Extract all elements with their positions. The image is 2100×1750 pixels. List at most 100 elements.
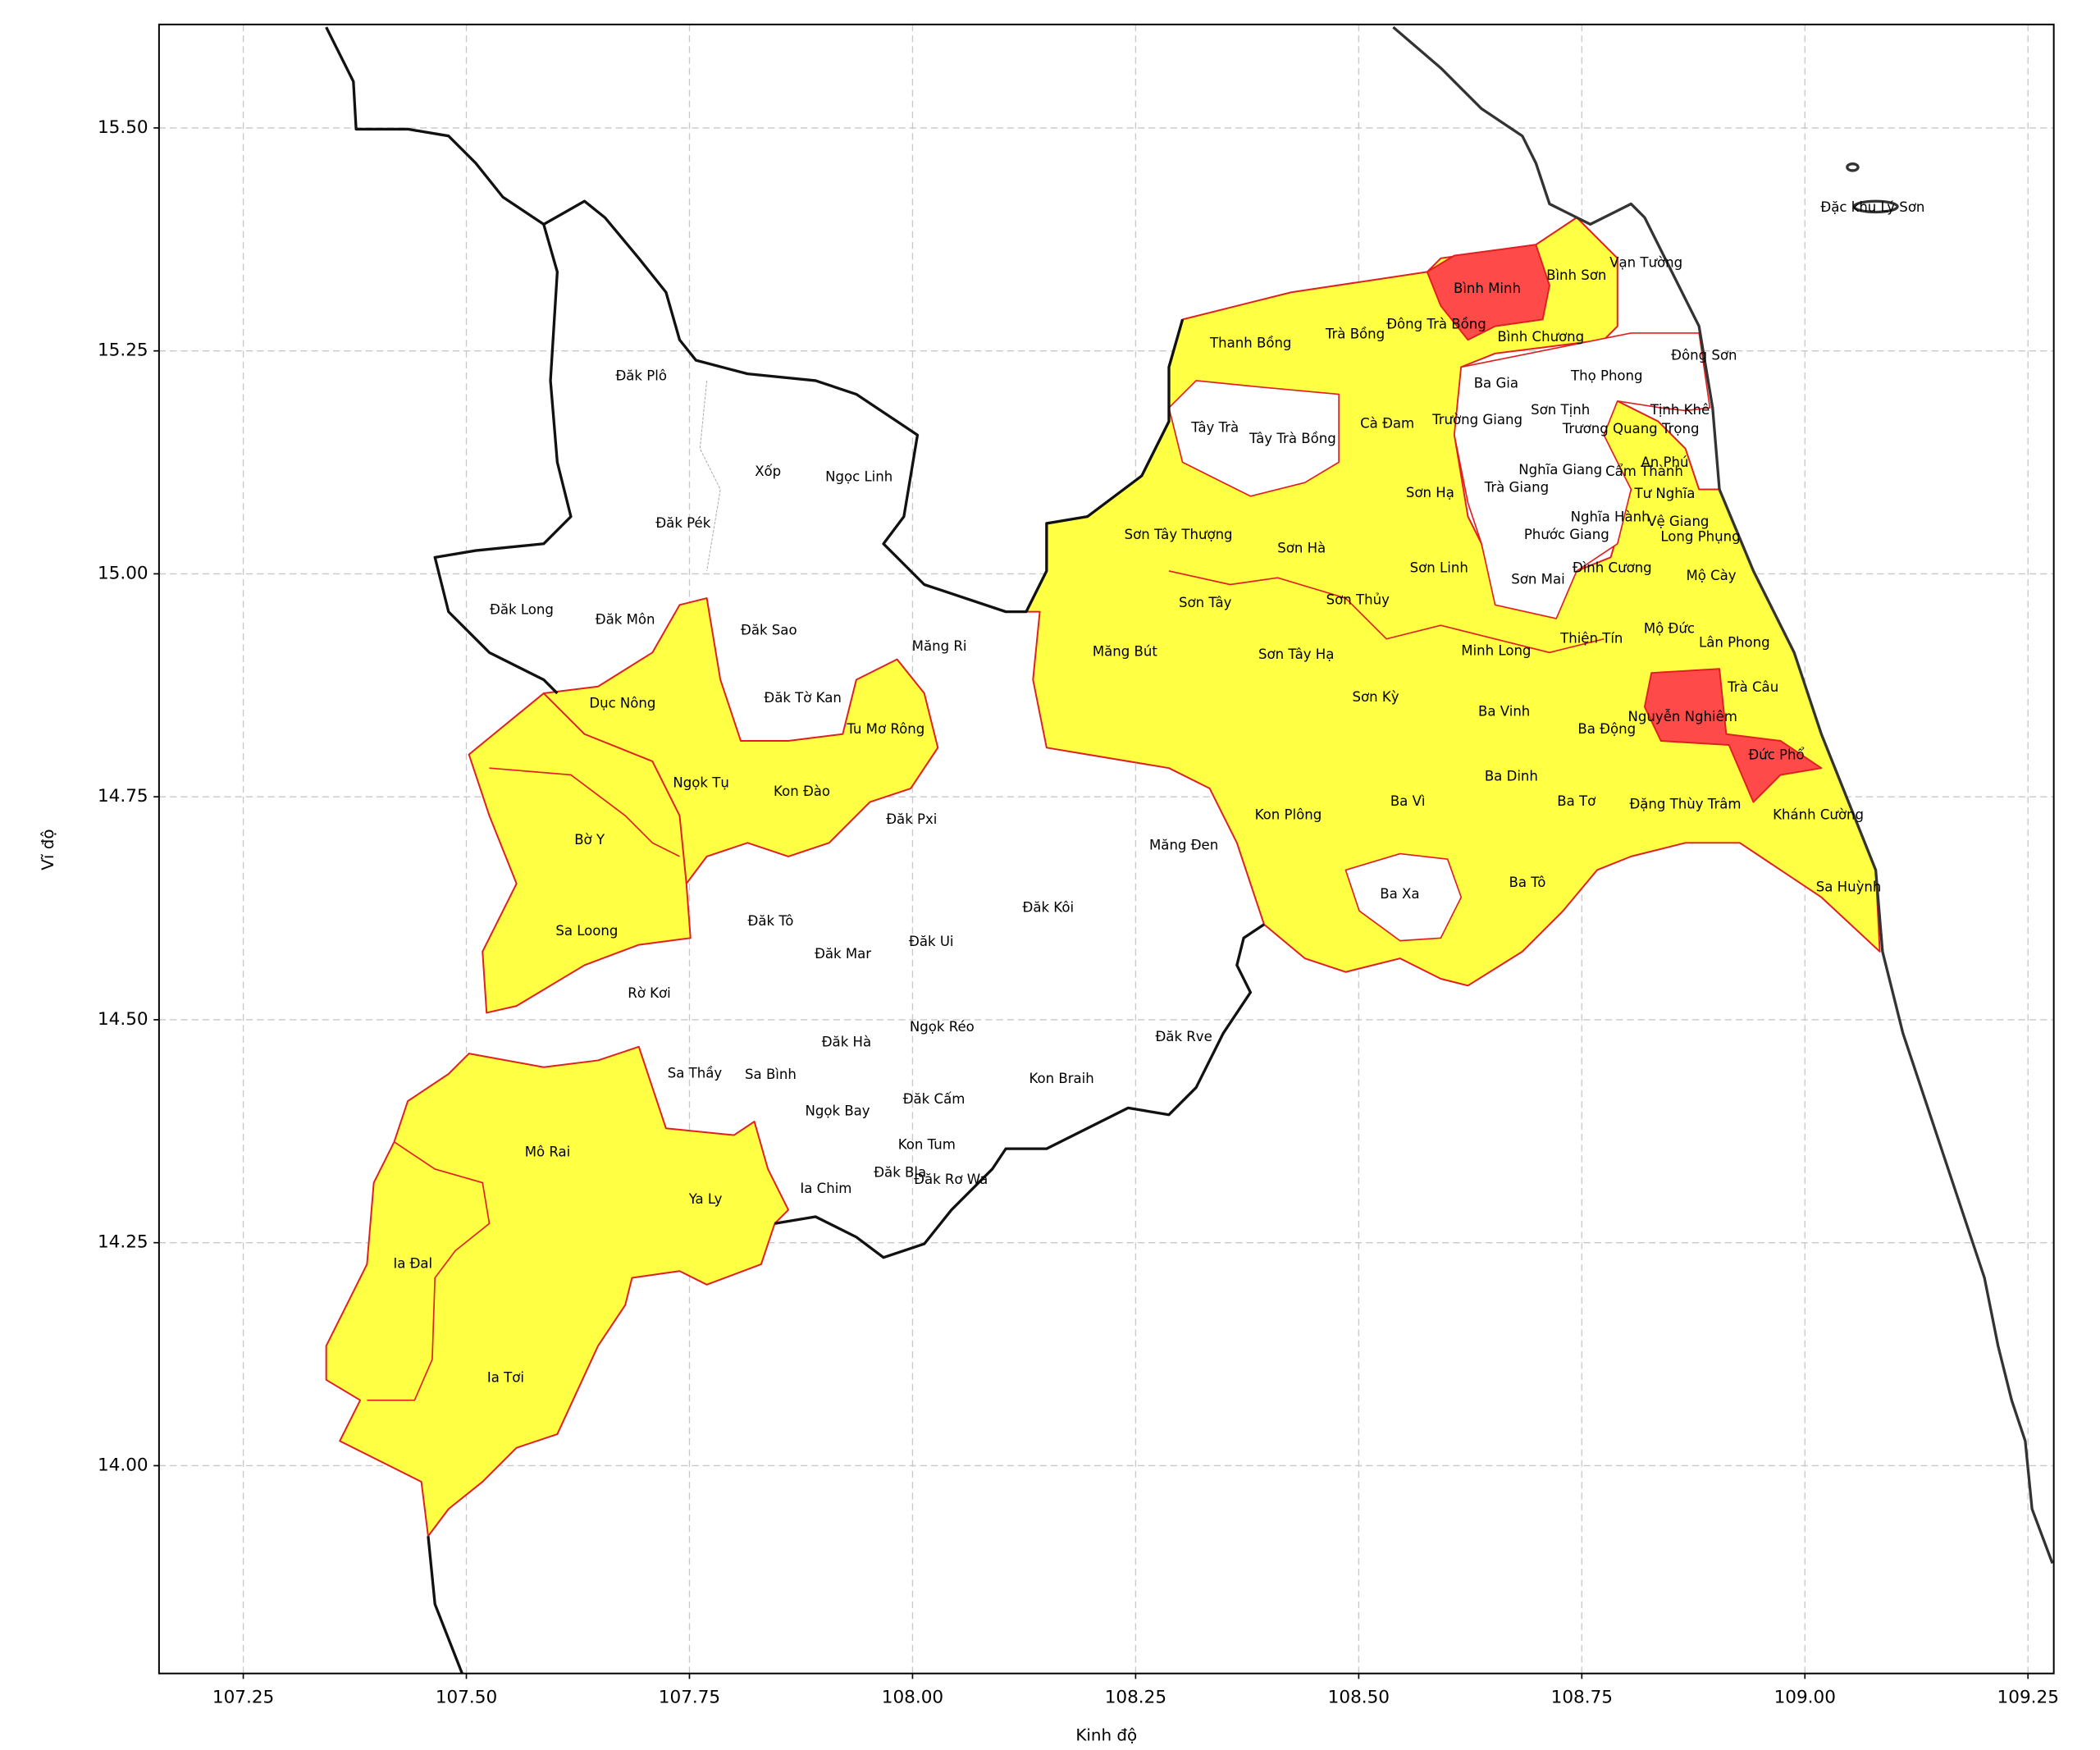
x-tick-label: 108.75 bbox=[1551, 1688, 1613, 1708]
place-label: Bờ Y bbox=[574, 832, 605, 848]
place-labels: Đặc khu Lý Sơn Đăk Plô Xốp Ngọc Linh Đăk Pék… bbox=[393, 199, 1924, 1385]
y-tick-label: 15.50 bbox=[98, 117, 148, 138]
place-label: Đăk Mar bbox=[815, 946, 871, 962]
place-label: Thiện Tín bbox=[1559, 630, 1623, 646]
place-label: Tịnh Khê bbox=[1650, 402, 1710, 418]
place-label: Sơn Tây Thượng bbox=[1125, 527, 1233, 542]
place-label: Nguyễn Nghiêm bbox=[1628, 709, 1737, 724]
place-label: Đặc khu Lý Sơn bbox=[1820, 199, 1924, 215]
coastline bbox=[1392, 25, 2054, 1565]
region-edge bbox=[489, 767, 680, 857]
unhighlighted-region bbox=[1344, 852, 1463, 942]
place-label: Thanh Bồng bbox=[1209, 335, 1291, 350]
place-label: Kon Braih bbox=[1029, 1071, 1093, 1086]
place-label: Kon Đào bbox=[774, 784, 830, 799]
place-label: Đình Cương bbox=[1573, 560, 1652, 575]
place-label: Sa Thầy bbox=[668, 1066, 723, 1081]
place-label: Đông Trà Bồng bbox=[1386, 317, 1486, 332]
place-label: Tư Nghĩa bbox=[1633, 486, 1695, 501]
place-label: Bình Chương bbox=[1497, 329, 1584, 345]
place-label: Ba Vinh bbox=[1478, 703, 1530, 719]
place-label: Tu Mơ Rông bbox=[846, 721, 924, 737]
commune-line bbox=[699, 380, 721, 572]
x-tick-label: 109.00 bbox=[1774, 1688, 1836, 1708]
place-label: Trương Quang Trọng bbox=[1562, 421, 1700, 436]
alert-region bbox=[1426, 244, 1550, 341]
place-label: Ia Đal bbox=[393, 1255, 432, 1271]
place-label: Ba Dinh bbox=[1485, 769, 1538, 784]
x-tick-label: 108.25 bbox=[1105, 1688, 1166, 1708]
place-label: Vạn Tường bbox=[1609, 255, 1682, 271]
place-label: Trà Câu bbox=[1727, 679, 1778, 695]
place-label: Đăk Tờ Kan bbox=[764, 690, 841, 706]
x-tick-label: 109.25 bbox=[1997, 1688, 2059, 1708]
place-label: Đăk Rơ Wa bbox=[914, 1172, 988, 1187]
place-label: Đăk Cấm bbox=[903, 1091, 966, 1107]
place-label: Ba Xa bbox=[1380, 886, 1419, 902]
y-tick-label: 15.00 bbox=[98, 563, 148, 583]
place-label: Trường Giang bbox=[1431, 412, 1522, 427]
place-label: Trà Giang bbox=[1484, 480, 1549, 496]
place-label: Ngọk Tụ bbox=[673, 774, 728, 790]
place-label: Bình Sơn bbox=[1546, 267, 1606, 283]
place-label: Nghĩa Giang bbox=[1518, 462, 1602, 477]
place-label: Sơn Tây Hạ bbox=[1258, 647, 1334, 662]
place-label: Đăk Sao bbox=[741, 622, 797, 637]
place-label: Khánh Cường bbox=[1773, 807, 1864, 823]
map-shapes bbox=[325, 25, 2054, 1674]
place-label: Sơn Tịnh bbox=[1531, 402, 1590, 418]
place-label: Măng Đen bbox=[1149, 837, 1218, 852]
place-label: Dục Nông bbox=[589, 696, 655, 711]
y-tick-label: 14.25 bbox=[98, 1232, 148, 1253]
place-label: Tây Trà Bồng bbox=[1249, 431, 1336, 446]
province-border bbox=[774, 923, 1265, 1259]
x-tick-label: 107.50 bbox=[436, 1688, 497, 1708]
place-label: Ia Chim bbox=[800, 1181, 851, 1196]
alert-region bbox=[1643, 668, 1823, 803]
place-label: Vệ Giang bbox=[1647, 514, 1709, 529]
place-label: Kon Tum bbox=[898, 1137, 956, 1153]
place-label: Măng Ri bbox=[912, 638, 967, 654]
x-tick-label: 107.75 bbox=[659, 1688, 720, 1708]
province-border bbox=[325, 26, 1185, 614]
province-border bbox=[433, 223, 573, 695]
place-label: Nghĩa Hành bbox=[1571, 509, 1650, 524]
place-label: Đăk Tô bbox=[748, 913, 794, 929]
place-label: Măng Bút bbox=[1093, 644, 1158, 660]
place-label: Tây Trà bbox=[1190, 420, 1239, 436]
x-axis-label: Kinh độ bbox=[1075, 1725, 1137, 1744]
province-border bbox=[427, 1536, 463, 1674]
place-label: Mộ Đức bbox=[1644, 620, 1695, 636]
place-label: Mộ Cày bbox=[1686, 568, 1736, 583]
y-tick-label: 15.25 bbox=[98, 340, 148, 361]
place-label: Cẩm Thành bbox=[1605, 464, 1683, 479]
x-tick-label: 107.25 bbox=[212, 1688, 274, 1708]
place-label: Ngọk Bay bbox=[805, 1103, 870, 1118]
place-label: Trà Bồng bbox=[1325, 327, 1385, 342]
place-label: Sơn Kỳ bbox=[1353, 689, 1399, 705]
place-label: Sơn Tây bbox=[1179, 595, 1232, 610]
place-label: Sơn Hà bbox=[1277, 540, 1326, 555]
place-label: Kon Plông bbox=[1255, 807, 1322, 823]
place-label: Long Phụng bbox=[1660, 528, 1740, 544]
place-label: Đăk Ui bbox=[909, 934, 954, 949]
place-label: Đăk Hà bbox=[822, 1035, 871, 1050]
y-axis-label: Vĩ độ bbox=[39, 829, 57, 870]
place-label: Ba Vì bbox=[1390, 793, 1426, 809]
place-label: Thọ Phong bbox=[1570, 368, 1643, 384]
place-label: Đăk Plô bbox=[615, 368, 667, 384]
place-label: Đăk Long bbox=[490, 601, 554, 617]
unhighlighted-region bbox=[1454, 332, 1711, 619]
place-label: Đức Phổ bbox=[1748, 747, 1804, 763]
y-tick-label: 14.50 bbox=[98, 1009, 148, 1030]
place-label: Ngọc Linh bbox=[825, 469, 892, 485]
highlight-region bbox=[468, 597, 939, 1014]
place-label: Ya Ly bbox=[688, 1191, 723, 1207]
place-label: Phước Giang bbox=[1524, 527, 1609, 542]
unhighlighted-region bbox=[1168, 380, 1340, 497]
region-edge bbox=[1168, 570, 1605, 654]
place-label: Bình Minh bbox=[1454, 281, 1521, 296]
